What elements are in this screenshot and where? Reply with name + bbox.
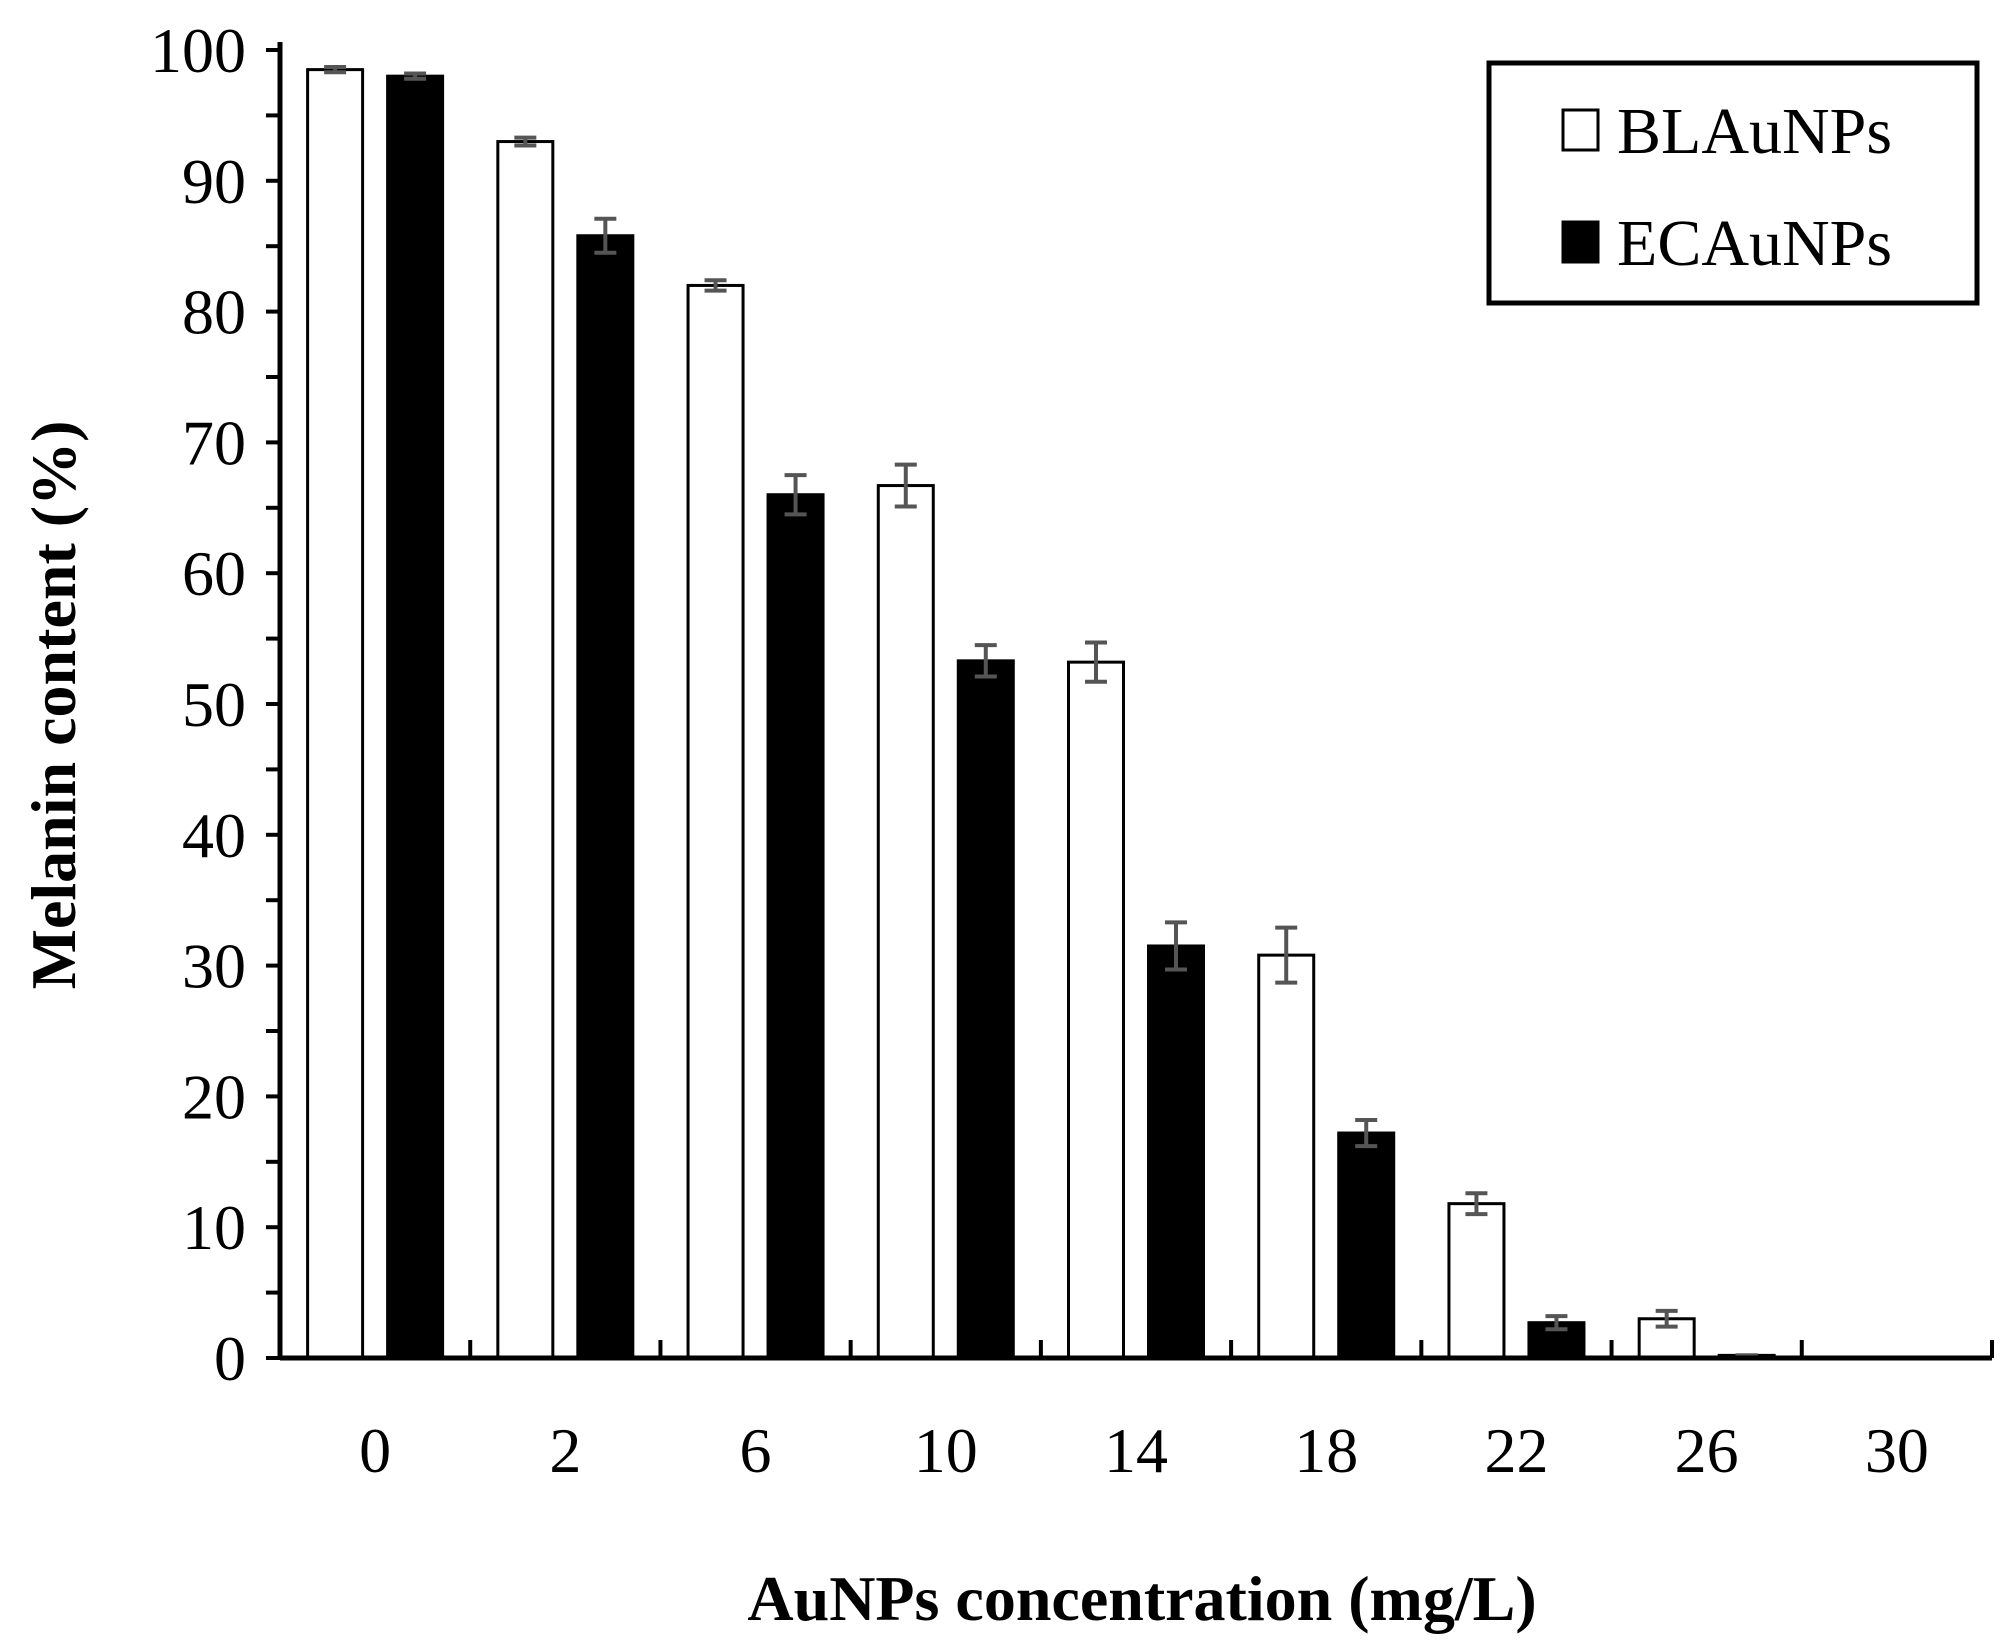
x-tick-label: 14 bbox=[1104, 1415, 1168, 1486]
legend: BLAuNPs ECAuNPs bbox=[1486, 60, 1980, 306]
y-tick-label: 0 bbox=[214, 1323, 246, 1394]
bar-blaunps bbox=[496, 140, 555, 1360]
y-tick-label: 90 bbox=[182, 146, 246, 217]
legend-swatch-ecaunps bbox=[1561, 220, 1600, 264]
y-tick-label: 30 bbox=[182, 931, 246, 1002]
bar-ecaunps bbox=[576, 234, 635, 1360]
bar-ecaunps bbox=[1147, 944, 1205, 1360]
legend-box bbox=[1486, 60, 1980, 306]
x-tick-label: 10 bbox=[914, 1415, 978, 1486]
y-axis-title: Melanin content (%) bbox=[18, 421, 89, 990]
x-tick-label: 0 bbox=[359, 1415, 391, 1486]
y-tick-label: 40 bbox=[182, 800, 246, 871]
y-tick-label: 50 bbox=[182, 669, 246, 740]
legend-label-ecaunps: ECAuNPs bbox=[1617, 207, 1892, 280]
x-tick-label: 22 bbox=[1484, 1415, 1548, 1486]
x-tick-label: 26 bbox=[1675, 1415, 1739, 1486]
x-axis-title: AuNPs concentration (mg/L) bbox=[747, 1563, 1536, 1634]
bar-blaunps bbox=[306, 68, 365, 1360]
bar-ecaunps bbox=[386, 74, 445, 1360]
bar-ecaunps bbox=[766, 493, 825, 1360]
bar-blaunps bbox=[1067, 660, 1125, 1360]
x-tick-label: 2 bbox=[549, 1415, 581, 1486]
bar-blaunps bbox=[1447, 1202, 1506, 1360]
legend-label-blaunps: BLAuNPs bbox=[1617, 95, 1892, 168]
bar-blaunps bbox=[876, 484, 935, 1360]
bar-ecaunps bbox=[1337, 1131, 1396, 1360]
bar-ecaunps bbox=[956, 659, 1015, 1360]
y-tick-label: 70 bbox=[182, 407, 246, 478]
y-tick-label: 100 bbox=[150, 15, 246, 86]
bar-blaunps bbox=[1257, 953, 1316, 1360]
y-tick-label: 20 bbox=[182, 1061, 246, 1132]
legend-swatch-blaunps bbox=[1561, 108, 1600, 152]
x-tick-label: 6 bbox=[740, 1415, 772, 1486]
x-tick-label: 18 bbox=[1294, 1415, 1358, 1486]
y-tick-label: 60 bbox=[182, 538, 246, 609]
bar-blaunps bbox=[686, 283, 745, 1360]
y-tick-label: 80 bbox=[182, 277, 246, 348]
x-tick-label: 30 bbox=[1865, 1415, 1929, 1486]
y-tick-label: 10 bbox=[182, 1192, 246, 1263]
